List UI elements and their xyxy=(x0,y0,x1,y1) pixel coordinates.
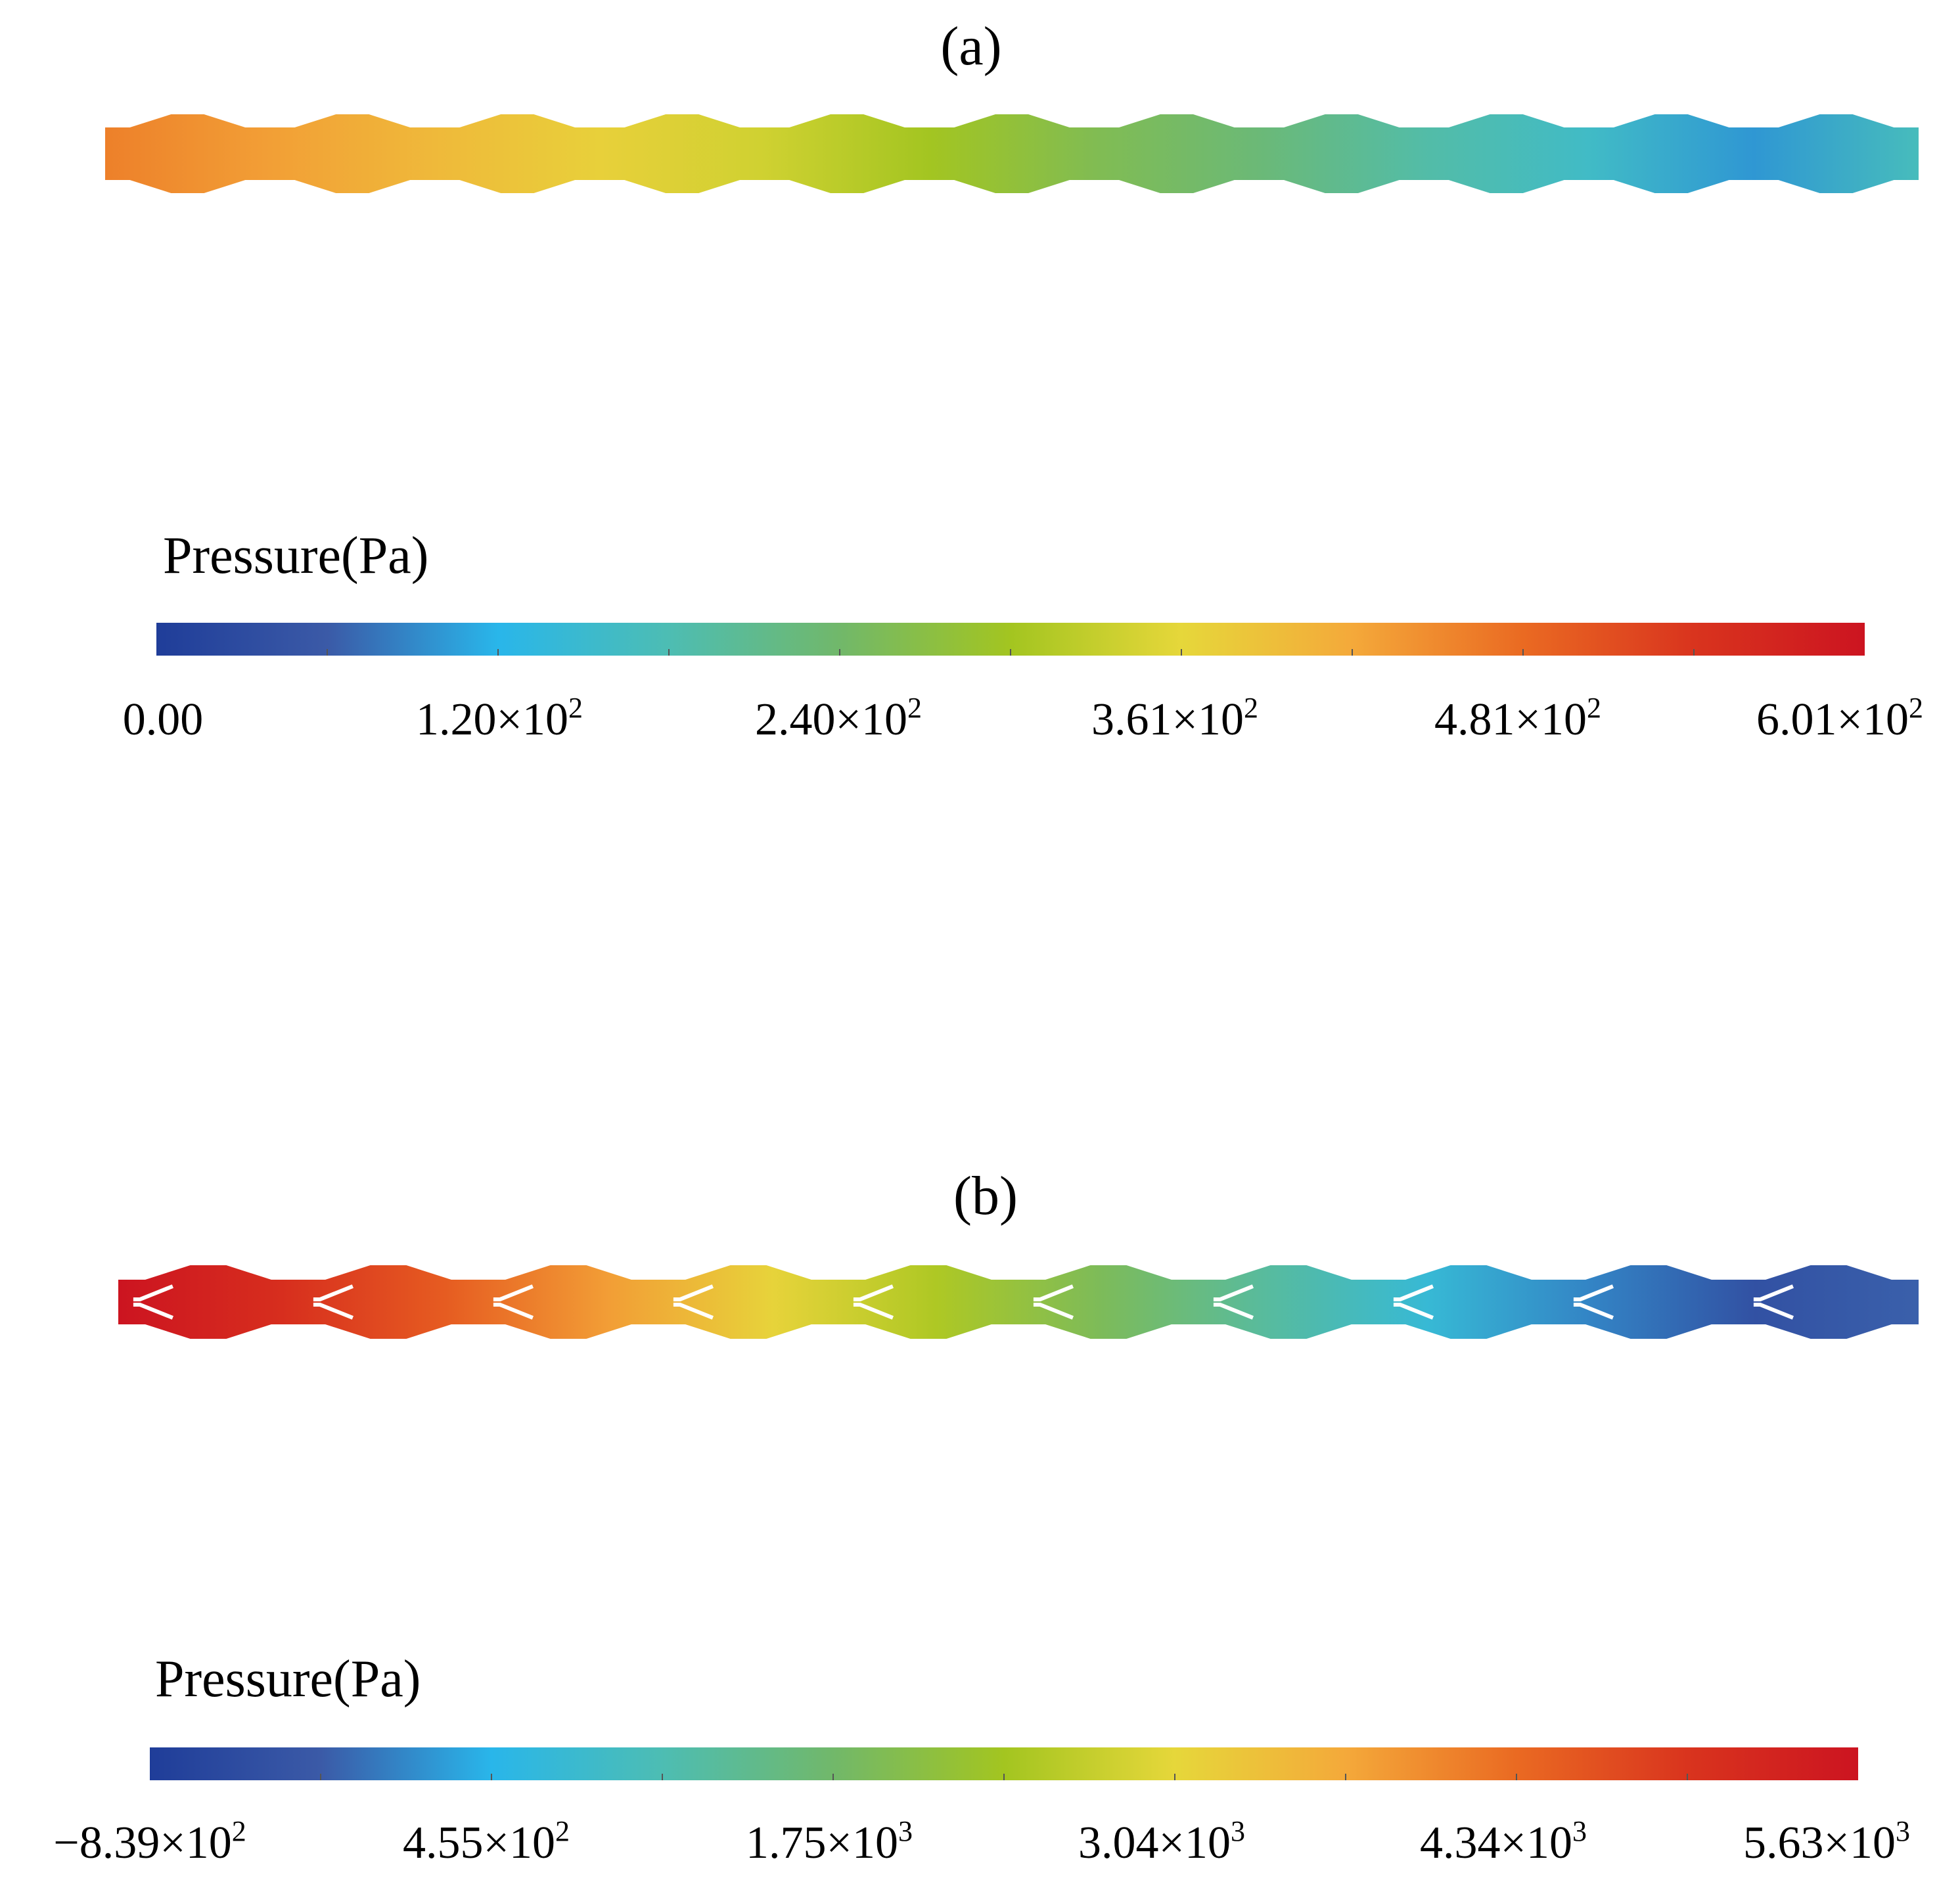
colorbar-a-tick-label: 3.61×102 xyxy=(1091,692,1258,745)
colorbar-b-tick-label: 4.55×102 xyxy=(403,1815,570,1868)
colorbar-b-title: Pressure(Pa) xyxy=(155,1650,421,1708)
baffle-1 xyxy=(133,1284,173,1320)
channel-b-baffles xyxy=(133,1284,1794,1320)
colorbar-a-tick-label: 6.01×102 xyxy=(1756,692,1923,745)
colorbar-b-tick-label: 5.63×103 xyxy=(1743,1815,1910,1868)
colorbar-b xyxy=(150,1747,1858,1780)
colorbar-a-tick-label: 4.81×102 xyxy=(1434,692,1601,745)
baffle-2 xyxy=(313,1284,353,1320)
panel-b: (b) Pressure(Pa) −8.39×102 4.55×102 1.75… xyxy=(53,1165,1919,1868)
baffle-3 xyxy=(493,1284,534,1320)
colorbar-a-title: Pressure(Pa) xyxy=(163,527,428,585)
colorbar-b-labels: −8.39×102 4.55×102 1.75×103 3.04×103 4.3… xyxy=(53,1815,1910,1868)
panel-a: (a) Pressure(Pa) 0.00 1.20×102 2.40×102 … xyxy=(105,16,1923,745)
baffle-4 xyxy=(673,1284,714,1320)
baffle-6 xyxy=(1033,1284,1074,1320)
baffle-8 xyxy=(1393,1284,1434,1320)
channel-b xyxy=(118,1265,1919,1339)
colorbar-b-tick-label: 1.75×103 xyxy=(746,1815,913,1868)
colorbar-b-tick-marks xyxy=(320,1774,1688,1780)
colorbar-a-tick-label: 0.00 xyxy=(123,694,204,745)
channel-a xyxy=(105,114,1919,193)
colorbar-b-tick-label: −8.39×102 xyxy=(53,1815,246,1868)
panel-b-label: (b) xyxy=(953,1165,1018,1226)
panel-a-label: (a) xyxy=(940,16,1001,77)
colorbar-b-tick-label: 4.34×103 xyxy=(1420,1815,1587,1868)
baffle-10 xyxy=(1753,1284,1794,1320)
baffle-9 xyxy=(1573,1284,1614,1320)
baffle-7 xyxy=(1213,1284,1254,1320)
colorbar-a-tick-label: 2.40×102 xyxy=(755,692,922,745)
baffle-5 xyxy=(853,1284,894,1320)
channel-a-body xyxy=(105,114,1919,193)
colorbar-a xyxy=(156,623,1865,656)
channel-b-body xyxy=(118,1265,1919,1339)
colorbar-a-tick-marks xyxy=(327,649,1695,656)
colorbar-b-tick-label: 3.04×103 xyxy=(1078,1815,1245,1868)
colorbar-a-tick-label: 1.20×102 xyxy=(416,692,583,745)
colorbar-a-labels: 0.00 1.20×102 2.40×102 3.61×102 4.81×102… xyxy=(123,692,1923,745)
